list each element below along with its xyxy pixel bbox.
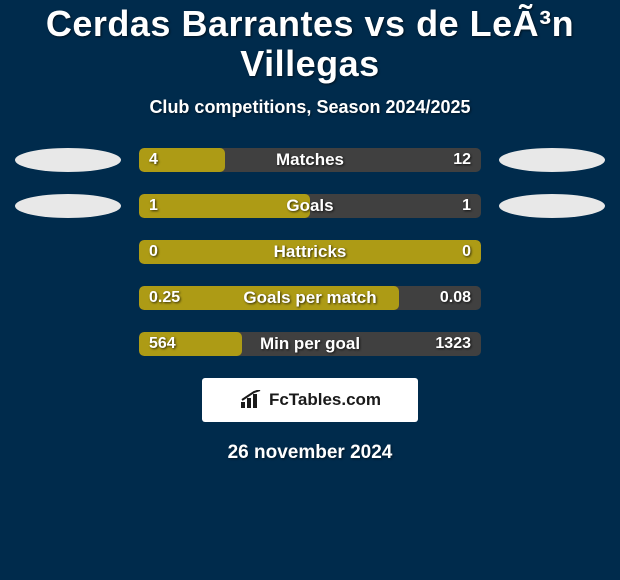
stat-row: 0.25 Goals per match 0.08: [0, 286, 620, 310]
stat-label: Matches: [139, 148, 481, 172]
stat-left-value: 564: [139, 332, 186, 356]
left-ellipse: [15, 286, 121, 310]
chart-icon: [239, 390, 265, 410]
stat-label: Hattricks: [139, 240, 481, 264]
stat-right-value: 1: [452, 194, 481, 218]
left-ellipse: [15, 148, 121, 172]
right-ellipse: [499, 286, 605, 310]
stat-left-value: 1: [139, 194, 168, 218]
stat-bar: 0.25 Goals per match 0.08: [139, 286, 481, 310]
right-ellipse: [499, 148, 605, 172]
stat-left-value: 0.25: [139, 286, 190, 310]
left-ellipse: [15, 332, 121, 356]
stat-bar: 1 Goals 1: [139, 194, 481, 218]
stat-bar: 4 Matches 12: [139, 148, 481, 172]
right-ellipse: [499, 332, 605, 356]
brand-text: FcTables.com: [269, 390, 381, 410]
stat-right-value: 12: [443, 148, 481, 172]
page-title: Cerdas Barrantes vs de LeÃ³n Villegas: [0, 4, 620, 83]
stat-left-value: 0: [139, 240, 168, 264]
right-ellipse: [499, 194, 605, 218]
stat-left-value: 4: [139, 148, 168, 172]
stat-row: 4 Matches 12: [0, 148, 620, 172]
stat-bar: 564 Min per goal 1323: [139, 332, 481, 356]
stat-right-value: 0: [452, 240, 481, 264]
stat-right-value: 1323: [425, 332, 481, 356]
brand-box: FcTables.com: [202, 378, 418, 422]
stat-row: 564 Min per goal 1323: [0, 332, 620, 356]
stat-right-value: 0.08: [430, 286, 481, 310]
stat-row: 1 Goals 1: [0, 194, 620, 218]
stat-row: 0 Hattricks 0: [0, 240, 620, 264]
right-ellipse: [499, 240, 605, 264]
subtitle: Club competitions, Season 2024/2025: [0, 97, 620, 118]
left-ellipse: [15, 194, 121, 218]
date-text: 26 november 2024: [0, 442, 620, 464]
left-ellipse: [15, 240, 121, 264]
stat-bar: 0 Hattricks 0: [139, 240, 481, 264]
stat-label: Goals: [139, 194, 481, 218]
